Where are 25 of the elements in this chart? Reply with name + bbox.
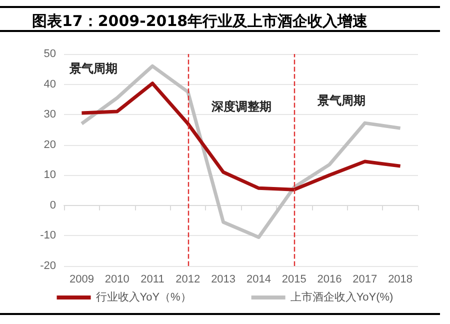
annotation: 景气周期: [68, 62, 118, 76]
x-tick-label: 2012: [176, 274, 200, 286]
x-tick-label: 2013: [211, 274, 236, 286]
y-tick-label: 30: [44, 108, 56, 121]
legend-label: 上市酒企收入YoY(%): [290, 290, 394, 304]
annotation: 景气周期: [316, 93, 366, 108]
x-tick-label: 2014: [246, 274, 271, 286]
x-tick-label: 2010: [104, 274, 130, 286]
x-tick-label: 2011: [140, 274, 164, 286]
legend-label: 行业收入YoY（%）: [96, 290, 192, 304]
x-tick-label: 2017: [352, 274, 378, 286]
y-tick-label: 40: [44, 78, 56, 90]
x-tick-label: 2018: [388, 274, 413, 286]
y-tick-label: 50: [44, 48, 56, 60]
y-tick-label: 10: [44, 169, 56, 182]
annotation: 深度调整期: [210, 100, 272, 114]
x-tick-label: 2016: [317, 274, 342, 286]
y-tick-label: 20: [44, 138, 56, 151]
line-series: [80, 82, 402, 192]
x-tick-label: 2015: [282, 274, 306, 286]
y-tick-label: -10: [40, 230, 56, 242]
y-tick-label: 0: [50, 199, 56, 212]
chart-title: 图表17：2009-2018年行业及上市酒企收入增速: [0, 6, 440, 32]
y-tick-label: -20: [40, 260, 56, 272]
x-tick-label: 2009: [69, 274, 94, 286]
